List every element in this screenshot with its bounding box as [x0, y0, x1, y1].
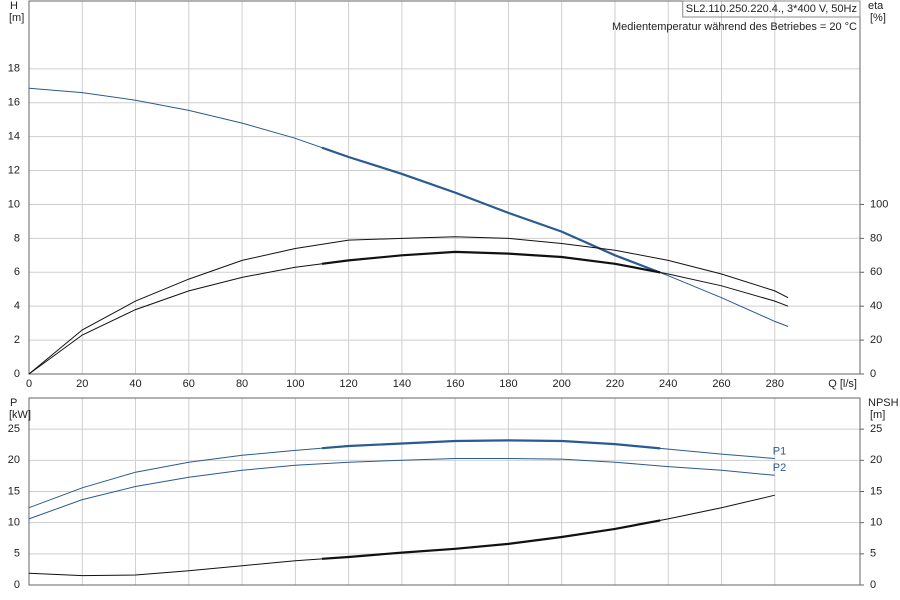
y-tick-label: 8 [14, 232, 20, 244]
y2-tick-label: 60 [870, 266, 882, 278]
y-tick-label: 10 [8, 517, 20, 529]
y2-tick-label: 100 [870, 198, 888, 210]
y-tick-label: 6 [14, 266, 20, 278]
y2-tick-label: 0 [870, 368, 876, 380]
y-axis-unit: [m] [9, 12, 24, 24]
y-axis-label: P [10, 397, 17, 409]
x-tick-label: 200 [553, 378, 571, 390]
curve [28, 251, 789, 375]
curve [28, 236, 789, 375]
y2-tick-label: 25 [870, 423, 882, 435]
curve [28, 458, 775, 520]
plot-frame [28, 397, 861, 586]
y-tick-label: 4 [14, 300, 20, 312]
x-tick-label: 60 [183, 378, 195, 390]
y-tick-label: 2 [14, 334, 20, 346]
x-tick-label: 120 [339, 378, 357, 390]
x-tick-label: 80 [236, 378, 248, 390]
y-tick-label: 5 [14, 548, 20, 560]
y-tick-label: 18 [8, 63, 20, 75]
x-tick-label: 20 [76, 378, 88, 390]
y2-tick-label: 20 [870, 454, 882, 466]
duty-segment [321, 146, 661, 274]
y-tick-label: 25 [8, 423, 20, 435]
y2-axis-label: NPSH [868, 397, 899, 409]
y2-tick-label: 5 [870, 548, 876, 560]
y-tick-label: 12 [8, 164, 20, 176]
y-axis-label: H [10, 0, 18, 12]
y-tick-label: 10 [8, 198, 20, 210]
curve [28, 87, 789, 327]
y-axis-unit: [kW] [9, 409, 31, 421]
x-tick-label: 100 [286, 378, 304, 390]
y2-tick-label: 15 [870, 485, 882, 497]
x-tick-label: 280 [766, 378, 784, 390]
y2-tick-label: 80 [870, 232, 882, 244]
duty-segment [321, 439, 661, 450]
x-tick-label: 140 [393, 378, 411, 390]
curve-label: P2 [773, 462, 786, 474]
y-tick-label: 0 [14, 368, 20, 380]
title-box [682, 0, 861, 18]
plot-frame [28, 0, 861, 375]
y-tick-label: 16 [8, 97, 20, 109]
y2-axis-unit: [%] [870, 12, 886, 24]
x-axis-label: Q [l/s] [828, 378, 857, 390]
y2-axis-unit: [m] [870, 409, 885, 421]
y2-tick-label: 20 [870, 334, 882, 346]
y-tick-label: 0 [14, 579, 20, 591]
y2-axis-label: eta [868, 0, 884, 12]
y-tick-label: 20 [8, 454, 20, 466]
duty-segment [321, 250, 661, 274]
x-tick-label: 220 [606, 378, 624, 390]
x-tick-label: 260 [712, 378, 730, 390]
y-tick-label: 14 [8, 131, 20, 143]
x-tick-label: 160 [446, 378, 464, 390]
x-tick-label: 40 [129, 378, 141, 390]
y-tick-label: 15 [8, 485, 20, 497]
x-tick-label: 0 [26, 378, 32, 390]
y2-tick-label: 40 [870, 300, 882, 312]
curve-label: P1 [773, 445, 786, 457]
x-tick-label: 240 [659, 378, 677, 390]
chart-subtitle: Medientemperatur während des Betriebes =… [612, 21, 857, 33]
chart-title: SL2.110.250.220.4., 3*400 V, 50Hz [686, 3, 857, 15]
x-tick-label: 180 [499, 378, 517, 390]
y2-tick-label: 10 [870, 517, 882, 529]
duty-segment [321, 519, 661, 560]
y2-tick-label: 0 [870, 579, 876, 591]
